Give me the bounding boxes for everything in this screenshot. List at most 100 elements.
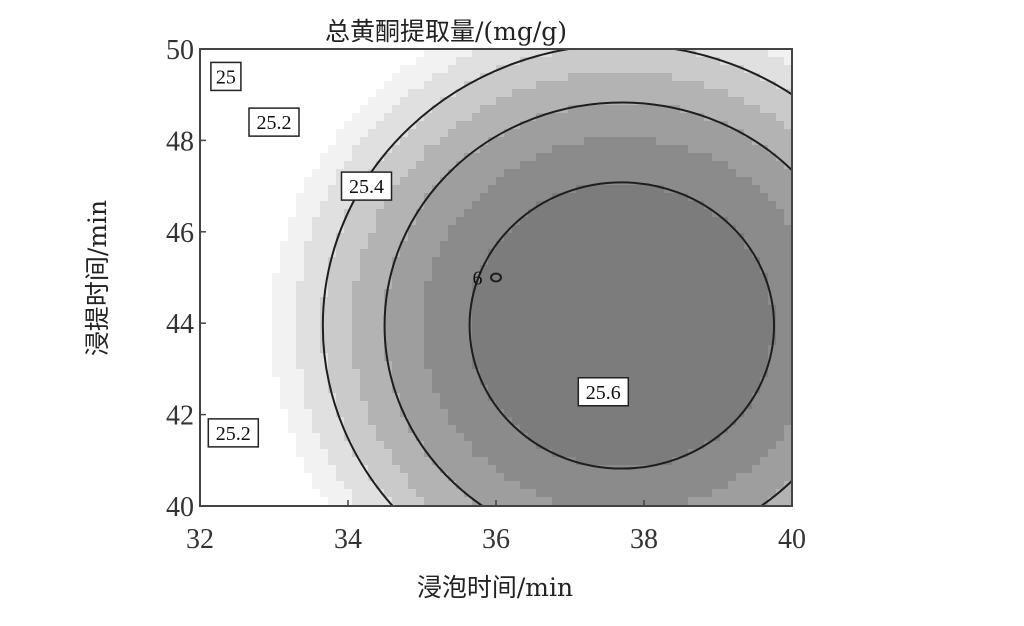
contour-cell [744,281,753,290]
contour-cell [752,417,761,426]
contour-cell [608,161,617,170]
contour-cell [376,289,385,298]
contour-cell [576,449,585,458]
contour-cell [208,137,217,146]
contour-cell [232,241,241,250]
contour-cell [416,209,425,218]
contour-cell [640,201,649,210]
contour-cell [464,297,473,306]
contour-cell [320,161,329,170]
contour-cell [544,393,553,402]
contour-cell [632,153,641,162]
contour-cell [376,417,385,426]
contour-cell [648,233,657,242]
contour-cell [448,465,457,474]
contour-cell [248,353,257,362]
contour-cell [528,465,537,474]
contour-cell [376,265,385,274]
contour-cell [504,433,513,442]
contour-cell [664,385,673,394]
contour-cell [520,441,529,450]
contour-cell [744,337,753,346]
contour-cell [544,161,553,170]
contour-cell [240,321,249,330]
contour-cell [456,273,465,282]
contour-cell [240,265,249,274]
contour-cell [472,233,481,242]
contour-cell [200,57,209,66]
contour-cell [744,409,753,418]
contour-cell [504,465,513,474]
contour-cell [712,377,721,386]
contour-cell [408,97,417,106]
contour-cell [296,433,305,442]
contour-cell [520,49,529,58]
contour-cell [344,137,353,146]
contour-cell [616,265,625,274]
contour-cell [704,449,713,458]
contour-cell [392,305,401,314]
contour-cell [496,385,505,394]
contour-cell [600,169,609,178]
contour-cell [648,465,657,474]
contour-cell [720,385,729,394]
contour-cell [560,457,569,466]
contour-cell [424,361,433,370]
contour-cell [528,353,537,362]
contour-cell [296,265,305,274]
contour-cell [456,129,465,138]
contour-cell [680,81,689,90]
contour-cell [568,465,577,474]
contour-cell [392,121,401,130]
contour-cell [488,241,497,250]
contour-cell [504,249,513,258]
contour-cell [672,185,681,194]
contour-cell [784,233,792,242]
contour-cell [568,353,577,362]
contour-cell [560,193,569,202]
contour-cell [592,297,601,306]
contour-cell [216,377,225,386]
contour-cell [416,97,425,106]
contour-cell [560,145,569,154]
contour-cell [240,409,249,418]
contour-cell [200,97,209,106]
contour-cell [688,393,697,402]
contour-cell [384,313,393,322]
contour-cell [512,449,521,458]
contour-cell [344,73,353,82]
contour-cell [784,329,792,338]
contour-cell [512,313,521,322]
contour-cell [392,73,401,82]
contour-cell [200,361,209,370]
contour-cell [304,49,313,58]
contour-cell [392,313,401,322]
contour-cell [224,193,233,202]
contour-cell [768,185,777,194]
contour-cell [672,473,681,482]
contour-cell [784,273,792,282]
contour-cell [696,97,705,106]
contour-cell [288,401,297,410]
contour-cell [736,201,745,210]
contour-cell [448,385,457,394]
contour-cell [664,65,673,74]
contour-cell [728,353,737,362]
contour-cell [288,489,297,498]
contour-cell [448,257,457,266]
contour-cell [216,129,225,138]
contour-cell [264,489,273,498]
contour-cell [584,129,593,138]
contour-cell [448,153,457,162]
contour-cell [600,153,609,162]
contour-cell [584,57,593,66]
contour-cell [440,313,449,322]
contour-cell [680,241,689,250]
contour-cell [752,153,761,162]
contour-cell [224,177,233,186]
contour-cell [552,433,561,442]
contour-cell [216,449,225,458]
contour-cell [496,473,505,482]
contour-cell [448,369,457,378]
contour-cell [376,161,385,170]
